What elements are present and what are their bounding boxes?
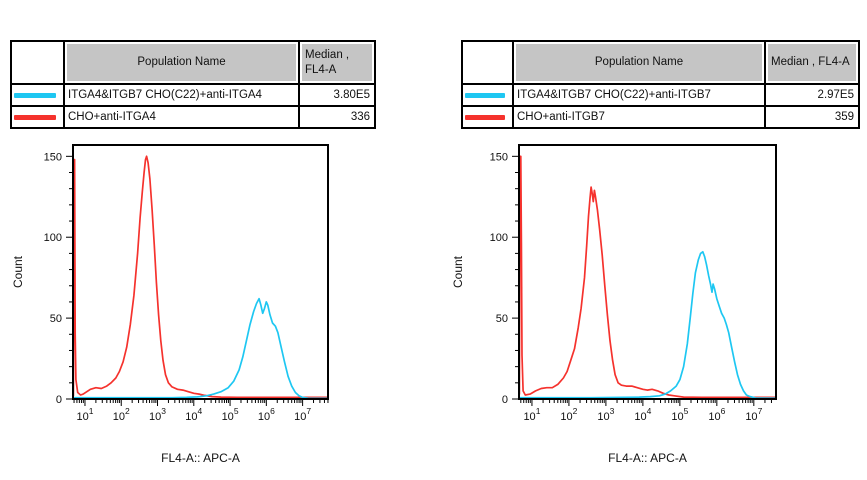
x-tick-label: 101	[523, 406, 540, 423]
x-tick-label: 107	[745, 406, 762, 423]
histogram-curve-red	[519, 155, 776, 399]
histogram-curve-cyan	[519, 250, 776, 399]
median-value-label: 336	[350, 110, 370, 123]
legend-swatch-cell	[463, 105, 512, 127]
legend-swatch-cyan	[465, 92, 505, 98]
y-tick-label: 50	[496, 313, 508, 325]
x-tick-label: 105	[671, 406, 688, 423]
y-tick-label: 100	[44, 232, 62, 244]
histogram-curve-cyan	[73, 297, 328, 399]
y-axis-label: Count	[451, 255, 465, 288]
median-header: Median , FL4-A	[302, 44, 372, 81]
median-header-line2: FL4-A	[305, 63, 337, 76]
population-name-label: CHO+anti-ITGB7	[517, 110, 605, 123]
x-tick-label: 102	[113, 406, 130, 423]
median-value-cell: 3.80E5	[298, 83, 374, 105]
y-tick-label: 150	[44, 151, 62, 163]
median-value-cell: 2.97E5	[764, 83, 858, 105]
y-tick-label: 0	[56, 394, 62, 406]
legend-swatch-cell	[12, 83, 63, 105]
median-header: Median , FL4-A	[768, 44, 856, 81]
population-name-cell: CHO+anti-ITGB7	[512, 105, 764, 127]
legend-swatch-red	[465, 114, 505, 120]
legend-swatch-red	[14, 114, 56, 120]
x-tick-label: 105	[222, 406, 239, 423]
population-name-header: Population Name	[67, 44, 296, 81]
median-value-cell: 359	[764, 105, 858, 127]
y-tick-label: 50	[50, 313, 62, 325]
population-name-label: CHO+anti-ITGA4	[68, 110, 156, 123]
stats-table-right: Population Name Median , FL4-A ITGA4&ITG…	[461, 40, 860, 129]
x-tick-label: 103	[149, 406, 166, 423]
y-axis-label: Count	[11, 255, 25, 288]
plot-border	[518, 144, 777, 400]
legend-header-cell	[463, 42, 512, 83]
median-header-cell: Median , FL4-A	[298, 42, 374, 83]
stats-table-left: Population Name Median , FL4-A ITGA4&ITG…	[10, 40, 376, 129]
x-tick-label: 106	[258, 406, 275, 423]
x-tick-label: 106	[708, 406, 725, 423]
population-name-cell: ITGA4&ITGB7 CHO(C22)+anti-ITGA4	[63, 83, 298, 105]
legend-swatch-cyan	[14, 92, 56, 98]
population-name-header-cell: Population Name	[512, 42, 764, 83]
population-name-header: Population Name	[516, 44, 762, 81]
x-tick-label: 103	[597, 406, 614, 423]
y-tick-label: 0	[502, 394, 508, 406]
y-tick-label: 150	[490, 151, 508, 163]
x-tick-label: 104	[634, 406, 651, 423]
x-tick-label: 104	[185, 406, 202, 423]
population-name-header-cell: Population Name	[63, 42, 298, 83]
median-value-label: 2.97E5	[817, 88, 854, 101]
population-name-cell: ITGA4&ITGB7 CHO(C22)+anti-ITGB7	[512, 83, 764, 105]
median-value-cell: 336	[298, 105, 374, 127]
x-tick-label: 102	[560, 406, 577, 423]
x-axis-label: FL4-A:: APC-A	[608, 451, 687, 465]
y-tick-label: 100	[490, 232, 508, 244]
median-header-line1: Median ,	[305, 49, 350, 62]
plot-border	[72, 144, 329, 400]
population-name-label: ITGA4&ITGB7 CHO(C22)+anti-ITGB7	[517, 88, 711, 101]
median-header-cell: Median , FL4-A	[764, 42, 858, 83]
histogram-curve-red	[73, 155, 328, 399]
legend-header-cell	[12, 42, 63, 83]
population-header-label: Population Name	[137, 56, 226, 69]
population-name-label: ITGA4&ITGB7 CHO(C22)+anti-ITGA4	[68, 88, 262, 101]
x-axis-label: FL4-A:: APC-A	[161, 451, 240, 465]
legend-swatch-cell	[463, 83, 512, 105]
x-tick-label: 107	[294, 406, 311, 423]
median-value-label: 359	[834, 110, 854, 123]
x-tick-label: 101	[76, 406, 93, 423]
population-name-cell: CHO+anti-ITGA4	[63, 105, 298, 127]
population-header-label: Population Name	[594, 56, 684, 69]
legend-swatch-cell	[12, 105, 63, 127]
median-header-line1: Median , FL4-A	[771, 56, 850, 69]
median-value-label: 3.80E5	[333, 88, 370, 101]
